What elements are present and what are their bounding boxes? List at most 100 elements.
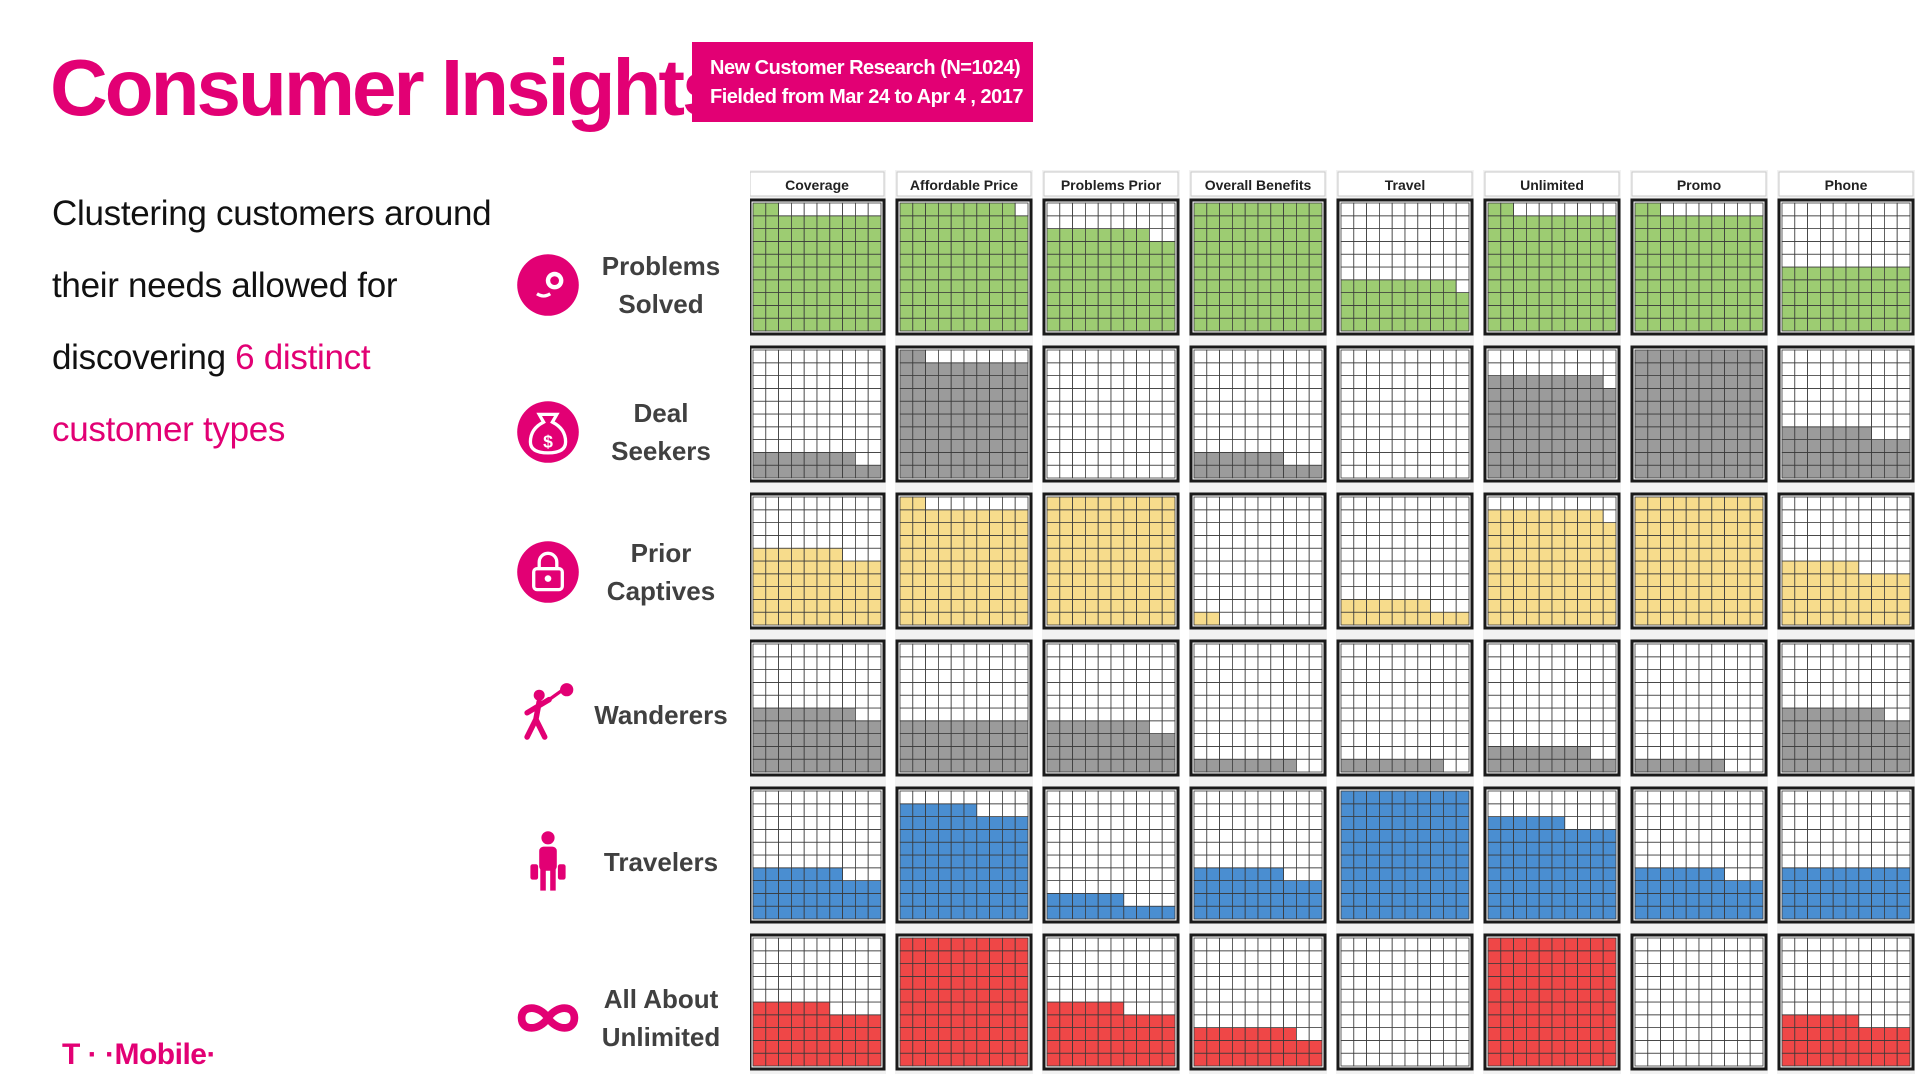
waffle-cell-empty — [1455, 439, 1470, 453]
waffle-cell-empty — [1711, 1027, 1725, 1041]
waffle-deal-seekers-promo — [1630, 345, 1768, 483]
waffle-cell-filled — [912, 349, 927, 364]
waffle-cell-empty — [1244, 611, 1259, 626]
waffle-cell-filled — [989, 547, 1003, 562]
waffle-cell-empty — [829, 509, 844, 523]
waffle-cell-filled — [1014, 573, 1029, 587]
waffle-cell-filled — [778, 451, 792, 466]
waffle-cell-empty — [1257, 790, 1272, 805]
waffle-cell-empty — [1634, 816, 1649, 830]
waffle-cell-empty — [1283, 950, 1297, 964]
waffle-cell-empty — [1296, 1014, 1310, 1028]
waffle-cell-filled — [1807, 905, 1821, 920]
waffle-cell-filled — [1660, 758, 1674, 773]
waffle-cell-filled — [1820, 426, 1834, 440]
waffle-cell-filled — [1001, 202, 1016, 217]
waffle-cell-filled — [1807, 451, 1821, 466]
waffle-cell-filled — [1724, 893, 1738, 907]
waffle-cell-empty — [1231, 829, 1246, 843]
waffle-cell-empty — [1110, 387, 1125, 402]
waffle-cell-filled — [950, 746, 965, 760]
waffle-cell-empty — [1845, 950, 1860, 964]
waffle-cell-filled — [1590, 905, 1604, 920]
waffle-cell-filled — [1602, 988, 1617, 1003]
waffle-cell-filled — [1832, 266, 1847, 281]
waffle-cell-empty — [1820, 215, 1834, 229]
waffle-cell-filled — [1283, 266, 1297, 281]
waffle-cell-empty — [778, 202, 792, 217]
waffle-cell-empty — [1794, 829, 1809, 843]
waffle-cell-empty — [1455, 202, 1470, 217]
waffle-cell-filled — [1832, 573, 1847, 587]
waffle-cell-empty — [1283, 733, 1297, 747]
intro-line-4: customer types — [52, 410, 286, 449]
waffle-cell-filled — [1340, 758, 1355, 773]
column-header-box — [1337, 171, 1473, 197]
waffle-cell-empty — [1807, 547, 1821, 562]
waffle-cell-empty — [1270, 707, 1284, 722]
waffle-cell-empty — [1884, 656, 1898, 670]
column-header-box — [896, 171, 1032, 197]
waffle-cell-filled — [950, 1001, 965, 1016]
waffle-cell-filled — [1634, 202, 1649, 217]
waffle-cell-empty — [778, 509, 792, 523]
waffle-cell-filled — [1590, 253, 1604, 268]
waffle-cell-filled — [1219, 893, 1233, 907]
waffle-cell-filled — [1551, 976, 1566, 990]
waffle-cell-filled — [1590, 1001, 1604, 1016]
waffle-wanderers-coverage — [750, 639, 886, 777]
waffle-cell-empty — [1136, 893, 1150, 907]
waffle-cell-empty — [1123, 976, 1137, 990]
waffle-cell-empty — [1308, 598, 1323, 613]
waffle-cell-filled — [1308, 304, 1323, 319]
waffle-cell-empty — [1084, 950, 1099, 964]
waffle-cell-empty — [1059, 426, 1073, 440]
waffle-cell-filled — [1794, 733, 1809, 747]
waffle-cell-empty — [1781, 669, 1796, 683]
waffle-cell-filled — [1193, 215, 1208, 229]
waffle-cell-filled — [1379, 841, 1393, 856]
waffle-cell-empty — [1353, 963, 1367, 977]
waffle-cell-filled — [1538, 292, 1553, 306]
waffle-cell-filled — [1443, 841, 1457, 856]
waffle-cell-filled — [1206, 202, 1220, 217]
waffle-cell-empty — [1059, 694, 1073, 709]
waffle-cell-filled — [1046, 560, 1061, 575]
waffle-cell-empty — [1296, 560, 1310, 575]
waffle-cell-empty — [1059, 988, 1073, 1003]
waffle-cell-filled — [1417, 854, 1431, 869]
column-header-box — [1043, 171, 1179, 197]
waffle-cell-filled — [1206, 905, 1220, 920]
waffle-cell-filled — [950, 304, 965, 319]
waffle-cell-filled — [1820, 317, 1834, 332]
waffle-cell-filled — [899, 279, 914, 294]
waffle-cell-filled — [1123, 292, 1137, 306]
waffle-cell-empty — [1046, 349, 1061, 364]
waffle-cell-empty — [1353, 534, 1367, 549]
waffle-cell-filled — [1871, 317, 1885, 332]
waffle-cell-filled — [989, 880, 1003, 894]
waffle-cell-empty — [1781, 228, 1796, 242]
waffle-cell-empty — [1430, 496, 1444, 511]
waffle-cell-empty — [1724, 829, 1738, 843]
waffle-cell-empty — [1270, 643, 1284, 658]
waffle-cell-empty — [1353, 669, 1367, 683]
waffle-cell-filled — [1526, 228, 1540, 242]
waffle-cell-filled — [803, 1040, 818, 1054]
waffle-cell-filled — [1487, 1001, 1502, 1016]
waffle-cell-filled — [1231, 1052, 1246, 1067]
waffle-cell-empty — [1366, 720, 1380, 734]
waffle-cell-empty — [1136, 707, 1150, 722]
waffle-cell-empty — [867, 976, 882, 990]
waffle-cell-filled — [1832, 893, 1847, 907]
waffle-problems-solved-promo — [1630, 198, 1768, 336]
waffle-cell-filled — [1551, 988, 1566, 1003]
waffle-cell-filled — [1136, 266, 1150, 281]
waffle-cell-empty — [1673, 1040, 1687, 1054]
waffle-cell-filled — [976, 215, 991, 229]
waffle-cell-filled — [1577, 880, 1591, 894]
waffle-cell-filled — [1749, 228, 1764, 242]
waffle-cell-filled — [1538, 522, 1553, 536]
waffle-cell-empty — [1685, 803, 1700, 817]
waffle-cell-empty — [1455, 496, 1470, 511]
